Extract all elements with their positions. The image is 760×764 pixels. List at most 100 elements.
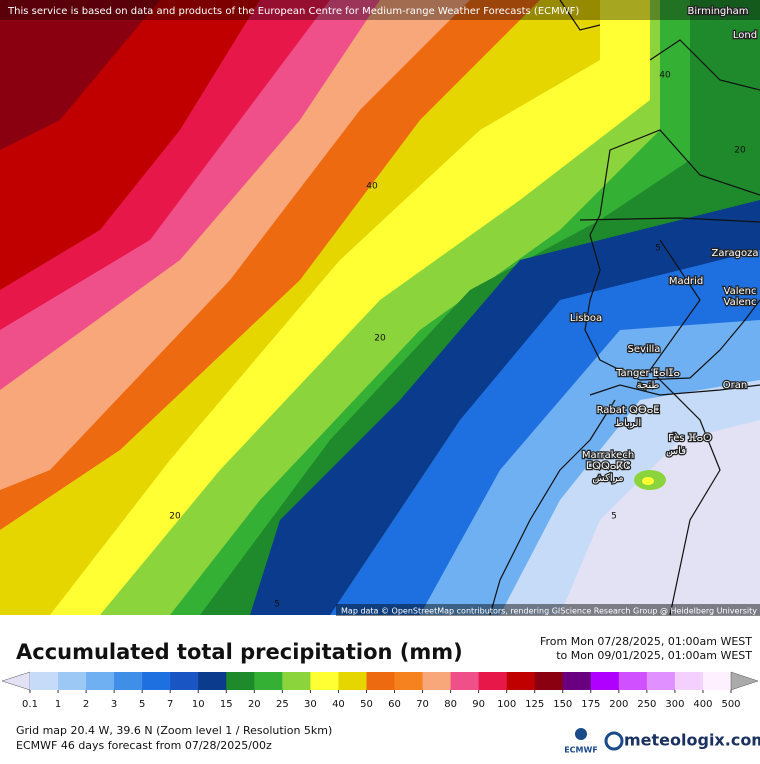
colorbar-cell <box>478 672 508 690</box>
place-label: Oran <box>723 380 747 391</box>
colorbar-tick-label: 1 <box>55 699 61 710</box>
colorbar-cell <box>226 672 255 690</box>
colorbar-tick-label: 500 <box>721 699 740 710</box>
brand-logo <box>604 731 624 751</box>
place-label: Sevilla <box>628 344 661 355</box>
colorbar-tick-label: 90 <box>472 699 485 710</box>
place-label: طنجة <box>637 380 660 391</box>
bottom-attribution: Map data © OpenStreetMap contributors, r… <box>341 607 757 616</box>
colorbar-cell <box>534 672 564 690</box>
place-label: Valenc <box>724 297 757 308</box>
precip-band <box>560 420 760 615</box>
brand[interactable]: meteologix.com <box>624 731 760 750</box>
colorbar-tick-label: 15 <box>220 699 233 710</box>
colorbar-cell <box>170 672 199 690</box>
place-label: Marrakech <box>582 450 634 461</box>
contour-label: 40 <box>366 182 378 192</box>
place-label: Lond <box>733 30 757 41</box>
place-label: مراكش <box>592 473 623 484</box>
colorbar-cell <box>310 672 339 690</box>
contour-label: 20 <box>169 512 181 522</box>
place-label: الرباط <box>615 418 641 429</box>
top-attribution: This service is based on data and produc… <box>7 6 579 17</box>
colorbar-cell <box>58 672 87 690</box>
bottom-attribution-bg <box>336 604 760 616</box>
colorbar-tick-label: 80 <box>444 699 457 710</box>
colorbar-cell <box>30 672 59 690</box>
colorbar-cell <box>366 672 396 690</box>
colorbar-tick-label: 60 <box>388 699 401 710</box>
place-label: Rabat ⵕⴱⴰⵟ <box>597 405 660 416</box>
precip-band <box>0 0 160 150</box>
colorbar-tick-label: 5 <box>139 699 145 710</box>
colorbar-cell <box>422 672 452 690</box>
colorbar-cell <box>114 672 143 690</box>
colorbar-cell <box>86 672 115 690</box>
colorbar-cell <box>590 672 620 690</box>
legend-title: Accumulated total precipitation (mm) <box>16 640 463 664</box>
colorbar-tick-label: 2 <box>83 699 89 710</box>
colorbar-tick-label: 200 <box>609 699 628 710</box>
contour-label: 20 <box>734 146 746 156</box>
colorbar-tick-label: 10 <box>192 699 205 710</box>
colorbar-tick-label: 250 <box>637 699 656 710</box>
colorbar-tick-label: 20 <box>248 699 261 710</box>
contour-label: 5 <box>274 600 280 610</box>
colorbar-tick-label: 50 <box>360 699 373 710</box>
place-label: فاس <box>666 446 686 457</box>
place-label: Birmingham <box>688 6 749 17</box>
contour-label: 5 <box>611 512 617 522</box>
precip-max-core <box>642 477 654 485</box>
colorbar-high-arrow <box>730 671 759 691</box>
grid-info: Grid map 20.4 W, 39.6 N (Zoom level 1 / … <box>16 724 332 737</box>
colorbar-cell <box>282 672 311 690</box>
contour-label: 20 <box>374 334 386 344</box>
contour-label: 40 <box>659 71 671 81</box>
place-label: ⵎⵕⵕⴰⴽⵛ <box>586 461 630 472</box>
colorbar-cell <box>254 672 283 690</box>
africa-coast <box>489 384 760 616</box>
colorbar-tick-label: 175 <box>581 699 600 710</box>
place-label: Zaragoza <box>711 248 758 259</box>
colorbar-tick-label: 3 <box>111 699 117 710</box>
uk-coast <box>559 0 760 91</box>
place-label: Lisboa <box>570 313 602 324</box>
borders <box>579 217 760 616</box>
colorbar-cell <box>506 672 536 690</box>
forecast-info: ECMWF 46 days forecast from 07/28/2025/0… <box>16 739 272 752</box>
colorbar-cell <box>702 672 732 690</box>
coastlines <box>489 0 760 616</box>
colorbar-cell <box>646 672 676 690</box>
colorbar-tick-label: 400 <box>693 699 712 710</box>
colorbar-cell <box>618 672 648 690</box>
top-attribution-bg <box>0 0 760 20</box>
colorbar-tick-label: 125 <box>525 699 544 710</box>
colorbar-cell <box>394 672 424 690</box>
precip-field <box>0 0 760 615</box>
place-label: Fès ⴼⴰⵙ <box>668 432 712 444</box>
period-from: From Mon 07/28/2025, 01:00am WEST <box>540 635 752 648</box>
colorbar-low-arrow <box>1 671 31 691</box>
colorbar-tick-label: 100 <box>497 699 516 710</box>
colorbar-tick-label: 25 <box>276 699 289 710</box>
contour-label: 5 <box>655 244 661 254</box>
colorbar-tick-label: 70 <box>416 699 429 710</box>
colorbar-tick-label: 40 <box>332 699 345 710</box>
colorbar-cell <box>198 672 227 690</box>
colorbar-tick-label: 300 <box>665 699 684 710</box>
colorbar-tick-label: 0.1 <box>22 699 38 710</box>
colorbar-tick-label: 150 <box>553 699 572 710</box>
colorbar: 0.1 1 2 3 5 7 10 15 20 25 30 40 50 60 70 80 90 100 125 150 1… <box>1 671 759 710</box>
colorbar-cell <box>450 672 480 690</box>
colorbar-cell <box>142 672 171 690</box>
ecmwf-label: ECMWF <box>564 746 598 755</box>
place-label: Tanger ⵟⴰⵏⵊⴰ <box>615 368 680 379</box>
colorbar-cell <box>674 672 704 690</box>
colorbar-tick-label: 30 <box>304 699 317 710</box>
colorbar-tick-label: 7 <box>167 699 173 710</box>
place-label: Valenc <box>724 286 757 297</box>
colorbar-cell <box>562 672 592 690</box>
iberia-coast <box>584 129 760 381</box>
